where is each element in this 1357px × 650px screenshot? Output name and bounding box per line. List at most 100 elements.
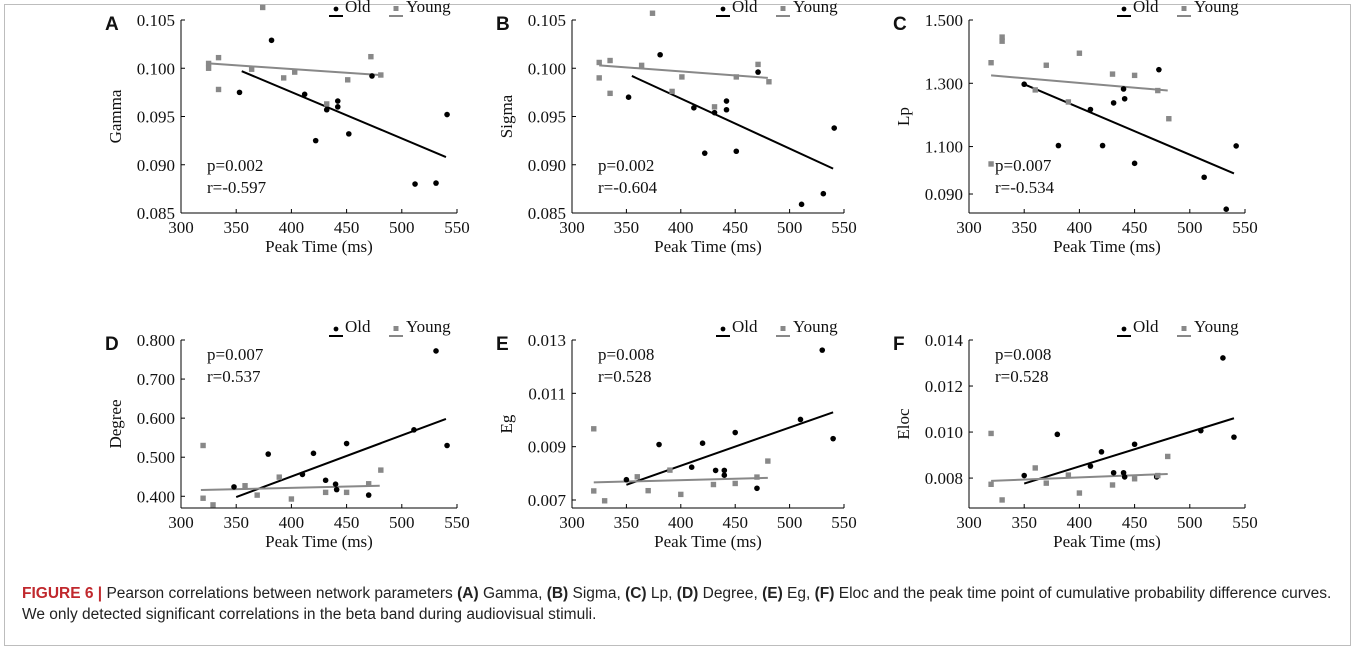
data-point-old [323, 106, 330, 113]
data-point-old [625, 94, 632, 100]
fit-line-young [991, 472, 1168, 482]
caption-ref-c: (C) [625, 585, 647, 602]
x-tick-label: 550 [1232, 218, 1258, 237]
data-point-old [332, 481, 339, 487]
caption-ref-a: (A) [457, 585, 479, 602]
data-point-old [691, 105, 697, 111]
legend-young-marker [780, 326, 786, 331]
data-point-young [649, 10, 656, 16]
x-tick-label: 300 [168, 513, 194, 532]
x-tick-label: 350 [614, 218, 640, 237]
x-tick-label: 350 [223, 218, 249, 237]
data-point-young [733, 74, 739, 80]
data-point-young [711, 104, 718, 110]
stat-label: r=0.537 [207, 367, 261, 386]
y-tick-label: 1.500 [925, 11, 963, 30]
data-point-old [712, 467, 719, 474]
x-tick-label: 500 [389, 513, 415, 532]
fit-line-old [1023, 417, 1235, 485]
legend-young-label: Young [1194, 317, 1239, 336]
legend-old-marker [333, 326, 339, 332]
data-point-old [623, 476, 630, 483]
x-tick-label: 550 [444, 513, 470, 532]
y-tick-label: 0.500 [137, 448, 175, 467]
y-tick-label: 0.105 [528, 11, 566, 30]
x-tick-label: 450 [1122, 218, 1148, 237]
stat-label: p=0.008 [598, 345, 654, 364]
y-tick-label: 0.009 [528, 438, 566, 457]
y-tick-label: 0.013 [528, 331, 566, 350]
data-point-young [368, 53, 374, 60]
data-point-old [1110, 469, 1117, 476]
y-tick-label: 0.012 [925, 377, 963, 396]
data-point-old [1233, 143, 1239, 149]
data-point-old [334, 104, 341, 110]
data-point-old [231, 484, 237, 490]
caption-text: Eg, [782, 585, 815, 602]
legend-young-label: Young [406, 317, 451, 336]
data-point-young [988, 481, 994, 487]
y-tick-label: 0.600 [137, 409, 175, 428]
data-point-young [242, 483, 248, 489]
chart-panel-f: 300 350 400 450 500 550 0.008 0.010 0.012 0.014 Pe… [893, 317, 1258, 551]
stat-label: p=0.002 [207, 156, 263, 175]
fit-line-young [990, 74, 1168, 92]
data-point-young [343, 489, 350, 496]
data-point-old [1231, 434, 1237, 440]
data-point-old [1087, 106, 1094, 113]
data-point-young [596, 59, 602, 66]
data-point-young [378, 467, 384, 473]
data-point-young [1032, 465, 1038, 471]
x-axis-label: Peak Time (ms) [654, 532, 762, 551]
x-tick-label: 300 [559, 218, 585, 237]
data-point-young [765, 458, 771, 464]
legend-old-label: Old [732, 0, 758, 16]
figure-frame [4, 4, 1351, 646]
x-tick-label: 450 [334, 513, 360, 532]
y-tick-label: 0.008 [925, 469, 963, 488]
fit-line-old [626, 411, 834, 486]
data-point-young [601, 498, 608, 504]
data-point-old [1156, 66, 1162, 73]
y-tick-label: 0.090 [528, 156, 566, 175]
legend-young-marker [780, 6, 786, 11]
legend-old-label: Old [345, 0, 371, 16]
data-point-old [236, 89, 243, 96]
data-point-old [688, 464, 695, 471]
data-point-old [346, 131, 352, 137]
data-point-young [634, 474, 640, 480]
data-point-old [1021, 81, 1027, 88]
data-point-old [755, 69, 761, 75]
legend-young-label: Young [1194, 0, 1239, 16]
data-point-old [701, 150, 708, 156]
stat-label: p=0.002 [598, 156, 654, 175]
data-point-old [411, 427, 417, 433]
y-tick-label: 0.090 [925, 185, 963, 204]
data-point-old [1201, 174, 1207, 181]
data-point-old [1099, 142, 1106, 149]
data-point-young [754, 474, 760, 480]
x-tick-label: 350 [223, 513, 249, 532]
data-point-old [312, 137, 319, 144]
stat-label: r=0.528 [598, 367, 652, 386]
x-tick-label: 450 [722, 218, 748, 237]
data-point-young [280, 75, 287, 81]
data-point-young [607, 57, 613, 64]
caption-text: Degree, [698, 585, 763, 602]
data-point-young [200, 442, 206, 449]
y-axis-label: Degree [106, 399, 125, 448]
x-tick-label: 400 [279, 218, 305, 237]
y-tick-label: 0.007 [528, 491, 567, 510]
x-tick-label: 400 [279, 513, 305, 532]
data-point-young [596, 75, 602, 81]
data-point-old [369, 73, 375, 79]
y-tick-label: 0.010 [925, 423, 963, 442]
data-point-young [205, 65, 212, 71]
x-tick-label: 300 [956, 513, 982, 532]
data-point-young [732, 480, 738, 487]
y-tick-label: 0.090 [137, 156, 175, 175]
fit-line-young [599, 64, 768, 79]
caption-ref-e: (E) [762, 585, 783, 602]
fit-line-old [241, 70, 447, 158]
x-tick-label: 500 [777, 218, 803, 237]
